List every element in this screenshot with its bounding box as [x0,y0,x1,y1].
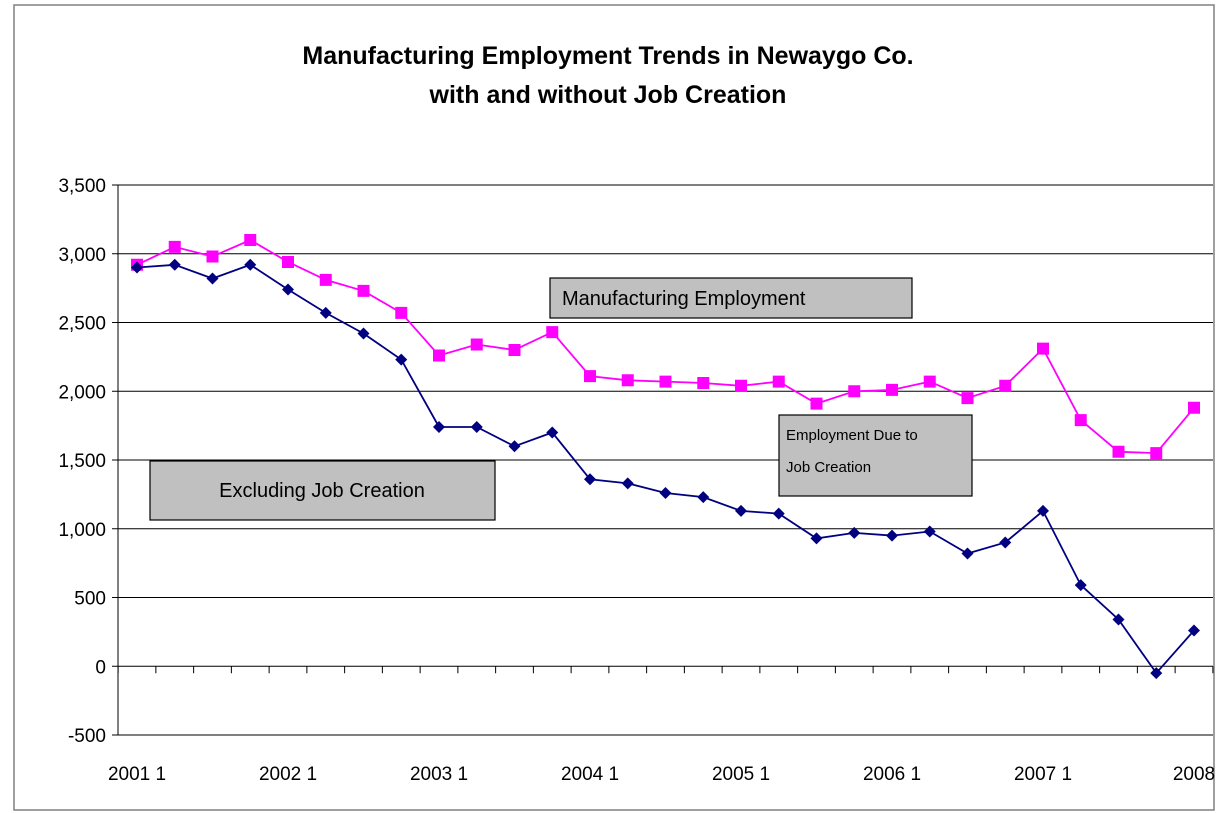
x-tick-label: 2008 [1173,764,1215,785]
data-point-diamond [1150,667,1163,680]
x-tick-label: 2002 1 [259,764,317,785]
data-point-diamond [546,426,559,439]
data-point-diamond [697,491,710,504]
data-point-square [1112,445,1125,458]
data-point-diamond [319,306,332,319]
x-tick-label: 2006 1 [863,764,921,785]
data-point-square [470,338,483,351]
chart-border [13,4,1215,811]
data-point-diamond [1188,624,1200,637]
data-point-diamond [961,547,974,560]
data-point-square [772,375,785,388]
data-point-diamond [282,283,294,296]
data-point-diamond [244,258,257,271]
x-tick-label: 2004 1 [561,764,619,785]
data-point-square [508,344,521,356]
chart-subtitle: with and without Job Creation [429,81,787,109]
data-point-square [433,349,445,362]
annotation-manufacturing-employment: Manufacturing Employment [549,277,913,319]
annotation-job-creation-line1: Employment Due to [786,427,918,444]
data-point-diamond [923,525,936,538]
annotation-manufacturing-employment-text: Manufacturing Employment [562,288,806,310]
data-point-diamond [810,532,823,545]
data-point-square [659,375,672,388]
axes [117,185,1213,735]
data-point-square [206,250,219,263]
x-tick-label: 2005 1 [712,764,770,785]
data-point-square [1037,342,1049,355]
gridlines [118,184,1213,736]
data-point-square [1188,401,1200,414]
data-point-square [1150,447,1163,460]
data-point-square [810,397,823,410]
data-point-square [357,284,370,297]
data-point-square [923,375,936,388]
data-point-square [961,392,974,405]
y-axis-ticks: 3,500 3,000 2,500 2,000 1,500 1,000 500 0 -500 [58,176,118,747]
data-point-diamond [1074,579,1087,592]
data-point-diamond [999,536,1012,549]
data-point-diamond [357,327,370,340]
annotation-job-creation: Employment Due to Job Creation [778,414,973,497]
y-tick-label: 0 [95,657,106,678]
x-tick-label: 2001 1 [108,764,166,785]
series-layer [131,234,1200,680]
data-point-square [168,240,181,253]
data-point-diamond [584,473,596,486]
chart-title: Manufacturing Employment Trends in Neway… [302,42,913,70]
x-axis-ticks: 2001 1 2002 1 2003 1 2004 1 2005 1 2006 1 2007… [108,666,1215,785]
data-point-diamond [848,526,861,539]
data-point-square [319,273,332,286]
data-point-square [999,379,1012,392]
y-tick-label: 1,500 [58,451,106,472]
data-point-diamond [168,258,181,271]
data-point-square [282,256,294,268]
y-tick-label: 2,000 [58,382,106,403]
annotation-excluding-job-creation-text: Excluding Job Creation [219,480,425,502]
data-point-diamond [772,507,785,520]
data-point-diamond [395,353,408,366]
data-point-diamond [659,487,672,499]
y-tick-label: 3,000 [58,245,106,266]
data-point-diamond [131,261,143,274]
data-point-square [621,374,634,387]
data-point-diamond [1112,613,1125,626]
data-point-square [395,306,408,319]
data-point-diamond [886,529,898,542]
data-point-diamond [621,477,634,490]
data-point-diamond [1037,504,1049,517]
data-point-square [546,326,559,339]
data-point-square [848,385,861,398]
y-tick-label: 2,500 [58,314,106,335]
y-tick-label: 500 [74,589,106,610]
data-point-diamond [470,421,483,433]
data-point-square [735,379,747,392]
y-tick-label: 1,000 [58,520,106,541]
data-point-square [1074,414,1087,427]
x-tick-label: 2003 1 [410,764,468,785]
data-point-square [244,234,257,246]
data-point-diamond [433,421,445,433]
data-point-square [697,377,710,389]
y-tick-label: -500 [68,726,106,747]
x-tick-label: 2007 1 [1014,764,1072,785]
annotation-excluding-job-creation: Excluding Job Creation [149,460,496,521]
data-point-diamond [206,272,219,285]
data-point-diamond [508,440,521,453]
data-point-square [886,383,898,396]
data-point-square [584,370,596,383]
y-tick-label: 3,500 [58,176,106,197]
annotation-job-creation-line2: Job Creation [786,459,871,476]
data-point-diamond [735,504,747,517]
